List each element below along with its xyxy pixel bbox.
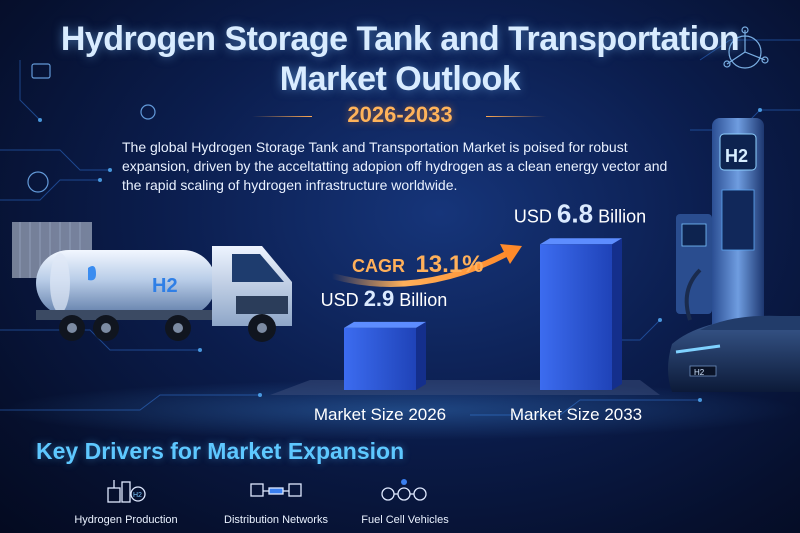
bar-top	[344, 321, 426, 328]
data-label: USD 6.8 Billion	[514, 198, 646, 228]
data-label-prefix: USD	[514, 206, 557, 226]
category-label: Market Size 2026	[314, 405, 446, 424]
divider-left	[252, 116, 312, 117]
driver-label: Fuel Cell Vehicles	[361, 514, 449, 526]
hydrogen-truck-illustration: H2	[12, 222, 292, 342]
vehicles-icon	[381, 479, 427, 501]
fuel-cell-car-illustration: H2	[668, 315, 800, 392]
data-label-suffix: Billion	[593, 206, 646, 226]
category-label: Market Size 2033	[510, 405, 642, 424]
cagr-arrow	[331, 249, 512, 287]
driver-fuel-cell-vehicles: Fuel Cell Vehicles	[352, 476, 458, 528]
bar	[540, 244, 612, 390]
bar-side	[612, 238, 622, 390]
drivers-heading: Key Drivers for Market Expansion	[36, 438, 405, 464]
cagr-arrowhead	[500, 244, 522, 264]
driver-label: Hydrogen Production	[74, 514, 178, 526]
data-label-suffix: Billion	[394, 290, 447, 310]
cagr-label: CAGR	[352, 256, 405, 276]
factory-icon: H2	[107, 480, 146, 503]
bar-top	[540, 238, 622, 245]
network-icon	[250, 483, 302, 497]
data-label: USD 2.9 Billion	[321, 286, 448, 311]
bar	[344, 327, 416, 390]
data-label-value: 6.8	[557, 198, 593, 228]
cagr-value: 13.1%	[415, 251, 483, 278]
truck-tank-label: H2	[152, 275, 178, 297]
page-title-line1: Hydrogen Storage Tank and Transportation	[60, 20, 740, 58]
data-label-value: 2.9	[364, 286, 395, 311]
page-title-line2: Market Outlook	[279, 60, 521, 98]
intro-paragraph: The global Hydrogen Storage Tank and Tra…	[122, 139, 668, 193]
cagr-annotation: CAGR 13.1%	[352, 251, 484, 278]
driver-hydrogen-production: H2 Hydrogen Production	[66, 476, 186, 528]
svg-text:H2: H2	[133, 492, 142, 499]
car-plate: H2	[694, 368, 705, 377]
forecast-period: 2026-2033	[347, 102, 453, 127]
driver-label: Distribution Networks	[224, 514, 328, 526]
hydrogen-station-illustration: H2	[676, 118, 764, 338]
station-label: H2	[725, 146, 748, 166]
bar-side	[416, 321, 426, 390]
data-label-prefix: USD	[321, 290, 364, 310]
driver-distribution-networks: Distribution Networks	[214, 476, 338, 528]
